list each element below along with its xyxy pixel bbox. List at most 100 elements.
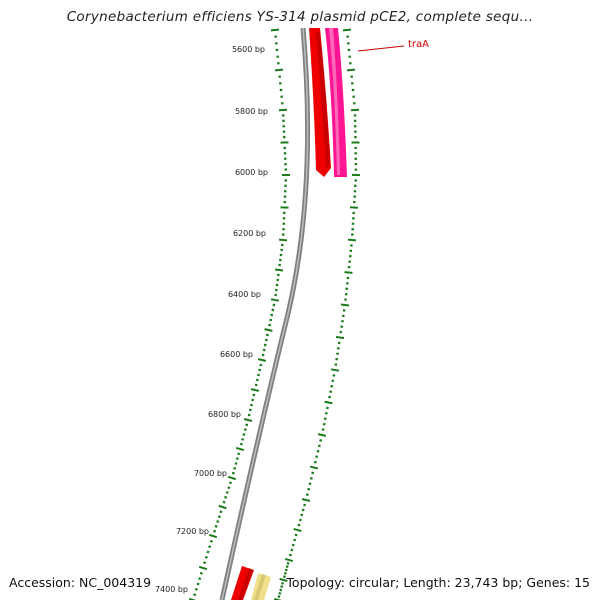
minor-tick [216,520,220,523]
minor-tick [243,428,247,432]
map-title: Corynebacterium efficiens YS-314 plasmid… [66,9,534,25]
major-tick [346,68,356,72]
minor-tick [293,538,297,542]
minor-tick [294,533,298,537]
tick-label: 6200 bp [233,229,266,238]
minor-tick [227,486,231,490]
minor-tick [284,568,288,572]
tick-label: 6000 bp [235,168,268,177]
minor-tick [245,423,249,427]
minor-tick [225,491,229,494]
minor-tick [285,565,289,569]
minor-tick [235,457,239,461]
minor-tick [206,550,210,554]
tick-label: 7200 bp [176,527,209,536]
minor-tick [264,338,268,342]
minor-tick [313,460,317,464]
minor-tick [280,585,284,589]
minor-tick [311,471,315,475]
minor-tick [239,442,243,446]
major-tick [278,238,288,242]
tick-label: 5800 bp [235,107,268,116]
gene-arrow-reverse-shade [316,32,330,168]
major-tick [270,298,280,302]
minor-tick [277,595,281,599]
minor-tick [278,591,282,595]
minor-tick [319,439,323,442]
major-tick [227,475,237,481]
minor-tick [209,539,213,543]
major-tick [274,268,284,272]
minor-tick [247,413,251,417]
major-tick [279,577,288,583]
minor-tick [217,515,221,519]
minor-tick [266,333,269,337]
minor-tick [224,495,228,499]
major-tick [347,238,357,242]
minor-tick [233,466,237,470]
gene-arrow-reverse-bottom-shade [238,568,253,600]
accession-text: Accession: NC_004319 [9,575,152,590]
minor-tick [291,543,295,547]
minor-tick [254,383,258,387]
minor-tick [255,378,259,382]
minor-tick [214,524,218,528]
major-tick [293,527,302,533]
tick-label: 6800 bp [208,410,241,419]
minor-tick [270,313,274,317]
minor-tick [252,393,256,397]
minor-tick [198,577,202,581]
major-tick [188,597,197,600]
major-tick [340,303,350,307]
major-tick [218,504,227,510]
minor-tick [204,555,208,559]
major-tick [342,28,352,32]
minor-tick [203,561,207,565]
minor-tick [290,548,294,552]
minor-tick [272,303,276,307]
major-tick [301,498,311,502]
minor-tick [263,343,267,347]
minor-tick [282,575,286,579]
minor-tick [199,571,203,575]
major-tick [208,533,218,539]
minor-tick [248,408,252,412]
tick-label: 5600 bp [232,45,265,54]
minor-tick [250,403,253,407]
minor-tick [305,493,309,496]
gene-label-traA: traA [408,39,429,50]
minor-tick [261,353,265,357]
minor-tick [309,476,313,480]
major-tick [317,433,327,437]
minor-tick [279,588,283,592]
major-tick [330,368,340,372]
minor-tick [196,582,200,586]
major-tick [257,358,267,362]
minor-tick [300,513,304,517]
major-tick [270,28,280,32]
minor-tick [219,510,223,514]
minor-tick [222,500,226,504]
minor-tick [281,581,285,585]
outer-tick-ring [273,28,361,600]
tick-label: 7400 bp [155,585,188,594]
minor-tick [234,462,238,465]
minor-tick [194,587,198,591]
tick-label: 7000 bp [194,469,227,478]
sequence-summary: Topology: circular; Length: 23,743 bp; G… [286,575,590,590]
minor-tick [241,437,245,441]
minor-tick [257,373,260,377]
minor-tick [307,487,311,491]
inner-tick-ring [188,28,290,600]
minor-tick [268,323,271,327]
minor-tick [231,471,235,475]
minor-tick [269,318,273,322]
gene-arrow-yellow-shade [254,574,266,600]
major-tick [274,68,284,72]
major-tick [235,446,245,452]
major-tick [324,400,333,405]
minor-tick [283,571,287,575]
minor-tick [262,348,266,352]
minor-tick [303,503,307,507]
